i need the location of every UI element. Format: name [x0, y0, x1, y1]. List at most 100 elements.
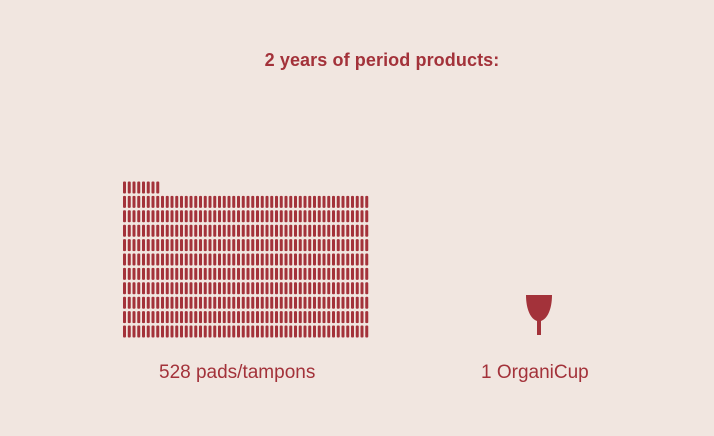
pad-tampon-icon: [203, 282, 207, 295]
pad-tampon-icon: [170, 239, 174, 252]
pad-tampon-icon: [237, 195, 240, 208]
pad-tampon-icon: [351, 325, 354, 338]
pad-tampon-icon: [336, 282, 340, 295]
pad-tampon-icon: [151, 181, 155, 194]
pad-tampon-icon: [132, 210, 136, 223]
pad-tampon-icon: [270, 325, 274, 338]
pad-tampon-icon: [237, 239, 240, 252]
pad-tampon-icon: [256, 210, 259, 223]
pad-tampon-icon: [165, 239, 169, 252]
pad-tampon-icon: [265, 311, 269, 324]
pad-tampon-icon: [199, 195, 202, 208]
pad-tampon-icon: [227, 224, 231, 237]
pad-tampon-icon: [246, 282, 250, 295]
pad-tampon-icon: [123, 224, 126, 237]
pad-tampon-icon: [127, 224, 131, 237]
pad-tampon-icon: [199, 296, 202, 309]
pad-tampon-icon: [289, 267, 293, 280]
pad-tampon-icon: [279, 296, 283, 309]
pad-tampon-icon: [137, 325, 141, 338]
pad-tampon-icon: [189, 195, 193, 208]
pad-tampon-icon: [336, 267, 340, 280]
pad-tampon-icon: [360, 296, 364, 309]
pad-tampon-icon: [213, 325, 217, 338]
pad-tampon-icon: [151, 253, 155, 266]
pad-tampon-icon: [327, 282, 331, 295]
pad-tampon-icon: [275, 325, 278, 338]
pad-tampon-icon: [327, 239, 331, 252]
pad-tampon-icon: [199, 224, 202, 237]
pad-tampon-icon: [218, 325, 221, 338]
pad-tampon-icon: [241, 325, 245, 338]
pad-tampon-icon: [360, 195, 364, 208]
pad-tampon-icon: [189, 210, 193, 223]
pad-tampon-icon: [165, 224, 169, 237]
pad-tampon-icon: [341, 210, 345, 223]
pad-tampon-icon: [175, 282, 179, 295]
pad-tampon-icon: [199, 239, 202, 252]
pad-tampon-icon: [184, 325, 188, 338]
pad-tampon-icon: [317, 267, 321, 280]
pad-tampon-icon: [232, 282, 236, 295]
pad-tampon-icon: [146, 267, 150, 280]
pad-tampon-icon: [213, 239, 217, 252]
pad-tampon-icon: [203, 267, 207, 280]
pad-tampon-icon: [298, 296, 302, 309]
pad-tampon-icon: [184, 253, 188, 266]
pad-tampon-icon: [327, 210, 331, 223]
pad-tampon-icon: [218, 253, 221, 266]
pad-tampon-icon: [351, 195, 354, 208]
pad-tampon-icon: [165, 325, 169, 338]
pad-tampon-icon: [308, 311, 312, 324]
pad-tampon-icon: [355, 282, 359, 295]
pad-tampon-icon: [180, 239, 183, 252]
pad-tampon-icon: [327, 253, 331, 266]
pad-tampon-icon: [279, 253, 283, 266]
pad-tampon-icon: [142, 311, 145, 324]
pad-tampon-icon: [317, 296, 321, 309]
pad-tampon-icon: [232, 311, 236, 324]
pad-tampon-icon: [132, 239, 136, 252]
pad-tampon-icon: [351, 311, 354, 324]
pad-tampon-icon: [132, 267, 136, 280]
pad-tampon-icon: [275, 210, 278, 223]
pad-tampon-icon: [137, 181, 141, 194]
pad-tampon-icon: [161, 195, 164, 208]
pad-tampon-icon: [227, 239, 231, 252]
pad-tampon-icon: [275, 311, 278, 324]
pad-tampon-icon: [303, 296, 307, 309]
pad-tampon-icon: [360, 311, 364, 324]
pad-tampon-icon: [123, 296, 126, 309]
pad-tampon-icon: [237, 311, 240, 324]
pad-tampon-icon: [365, 311, 369, 324]
pad-tampon-icon: [146, 239, 150, 252]
pad-tampon-icon: [317, 195, 321, 208]
pad-tampon-icon: [227, 195, 231, 208]
pad-tampon-icon: [327, 311, 331, 324]
pad-tampon-icon: [294, 267, 297, 280]
pad-tampon-icon: [132, 325, 136, 338]
pad-tampon-icon: [341, 311, 345, 324]
pad-tampon-icon: [170, 282, 174, 295]
pad-tampon-icon: [137, 210, 141, 223]
pad-tampon-icon: [360, 224, 364, 237]
pad-tampon-icon: [275, 224, 278, 237]
pad-tampon-icon: [184, 282, 188, 295]
pad-tampon-icon: [165, 267, 169, 280]
pad-tampon-icon: [170, 311, 174, 324]
pad-tampon-icon: [203, 210, 207, 223]
pad-tampon-icon: [351, 282, 354, 295]
pad-tampon-icon: [270, 224, 274, 237]
pad-tampon-icon: [184, 239, 188, 252]
pad-tampon-icon: [161, 253, 164, 266]
pad-tampon-icon: [265, 325, 269, 338]
pad-tampon-icon: [308, 224, 312, 237]
pad-tampon-icon: [351, 267, 354, 280]
pad-tampon-icon: [303, 253, 307, 266]
pad-tampon-icon: [199, 253, 202, 266]
pad-tampon-icon: [199, 311, 202, 324]
pad-tampon-icon: [232, 267, 236, 280]
pad-tampon-icon: [308, 267, 312, 280]
pad-tampon-icon: [256, 239, 259, 252]
pad-tampon-icon: [289, 224, 293, 237]
